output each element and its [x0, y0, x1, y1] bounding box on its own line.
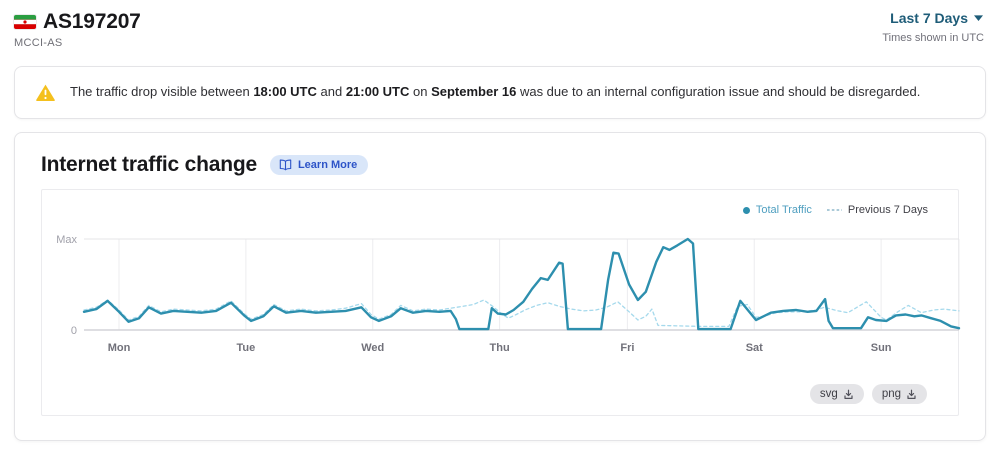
- traffic-chart[interactable]: Max 0 Mon Tue Wed Thu Fri Sat Sun: [42, 190, 986, 417]
- export-svg-button[interactable]: svg: [809, 384, 864, 404]
- svg-text:Thu: Thu: [490, 342, 510, 354]
- asn-identity: AS197207 MCCI-AS: [14, 10, 141, 49]
- svg-text:0: 0: [71, 325, 77, 337]
- learn-more-button[interactable]: Learn More: [269, 155, 369, 175]
- warning-banner-text: The traffic drop visible between 18:00 U…: [70, 84, 921, 100]
- chevron-down-icon: [974, 15, 983, 21]
- traffic-change-card: Internet traffic change Learn More Max 0 M…: [14, 132, 986, 441]
- book-icon: [279, 159, 292, 171]
- timezone-note: Times shown in UTC: [882, 32, 984, 44]
- learn-more-label: Learn More: [297, 159, 358, 171]
- card-header: Internet traffic change Learn More: [41, 153, 959, 177]
- dashed-line-icon: [826, 209, 842, 211]
- date-range-dropdown[interactable]: Last 7 Days: [890, 10, 984, 26]
- total-traffic-dot-icon: [742, 206, 750, 214]
- svg-text:Wed: Wed: [361, 342, 384, 354]
- chart-export-buttons: svg png: [809, 384, 927, 404]
- svg-text:Fri: Fri: [620, 342, 634, 354]
- chart-legend: Total Traffic Previous 7 Days: [742, 204, 928, 216]
- warning-icon: [36, 84, 55, 101]
- iran-flag-icon: [14, 15, 36, 29]
- chart-panel: Max 0 Mon Tue Wed Thu Fri Sat Sun Total Traffic …: [41, 189, 961, 416]
- page-header: AS197207 MCCI-AS Last 7 Days Times shown…: [0, 0, 1000, 49]
- legend-item-total-traffic: Total Traffic: [742, 204, 812, 216]
- export-png-label: png: [881, 388, 901, 400]
- svg-text:Sun: Sun: [871, 342, 892, 354]
- legend-item-previous-7-days: Previous 7 Days: [826, 204, 928, 216]
- card-title: Internet traffic change: [41, 153, 257, 176]
- svg-text:Sat: Sat: [746, 342, 763, 354]
- header-controls: Last 7 Days Times shown in UTC: [882, 10, 984, 44]
- svg-text:Tue: Tue: [237, 342, 256, 354]
- date-range-label: Last 7 Days: [890, 10, 968, 26]
- export-svg-label: svg: [819, 388, 838, 400]
- asn-subtitle: MCCI-AS: [14, 37, 63, 49]
- warning-banner: The traffic drop visible between 18:00 U…: [14, 66, 986, 119]
- download-icon: [844, 389, 853, 399]
- legend-label-total-traffic: Total Traffic: [755, 204, 812, 216]
- legend-label-previous-7-days: Previous 7 Days: [847, 204, 928, 216]
- download-icon: [907, 389, 916, 399]
- page-title: AS197207: [43, 10, 141, 33]
- export-png-button[interactable]: png: [871, 384, 927, 404]
- svg-text:Mon: Mon: [108, 342, 131, 354]
- svg-text:Max: Max: [56, 234, 77, 246]
